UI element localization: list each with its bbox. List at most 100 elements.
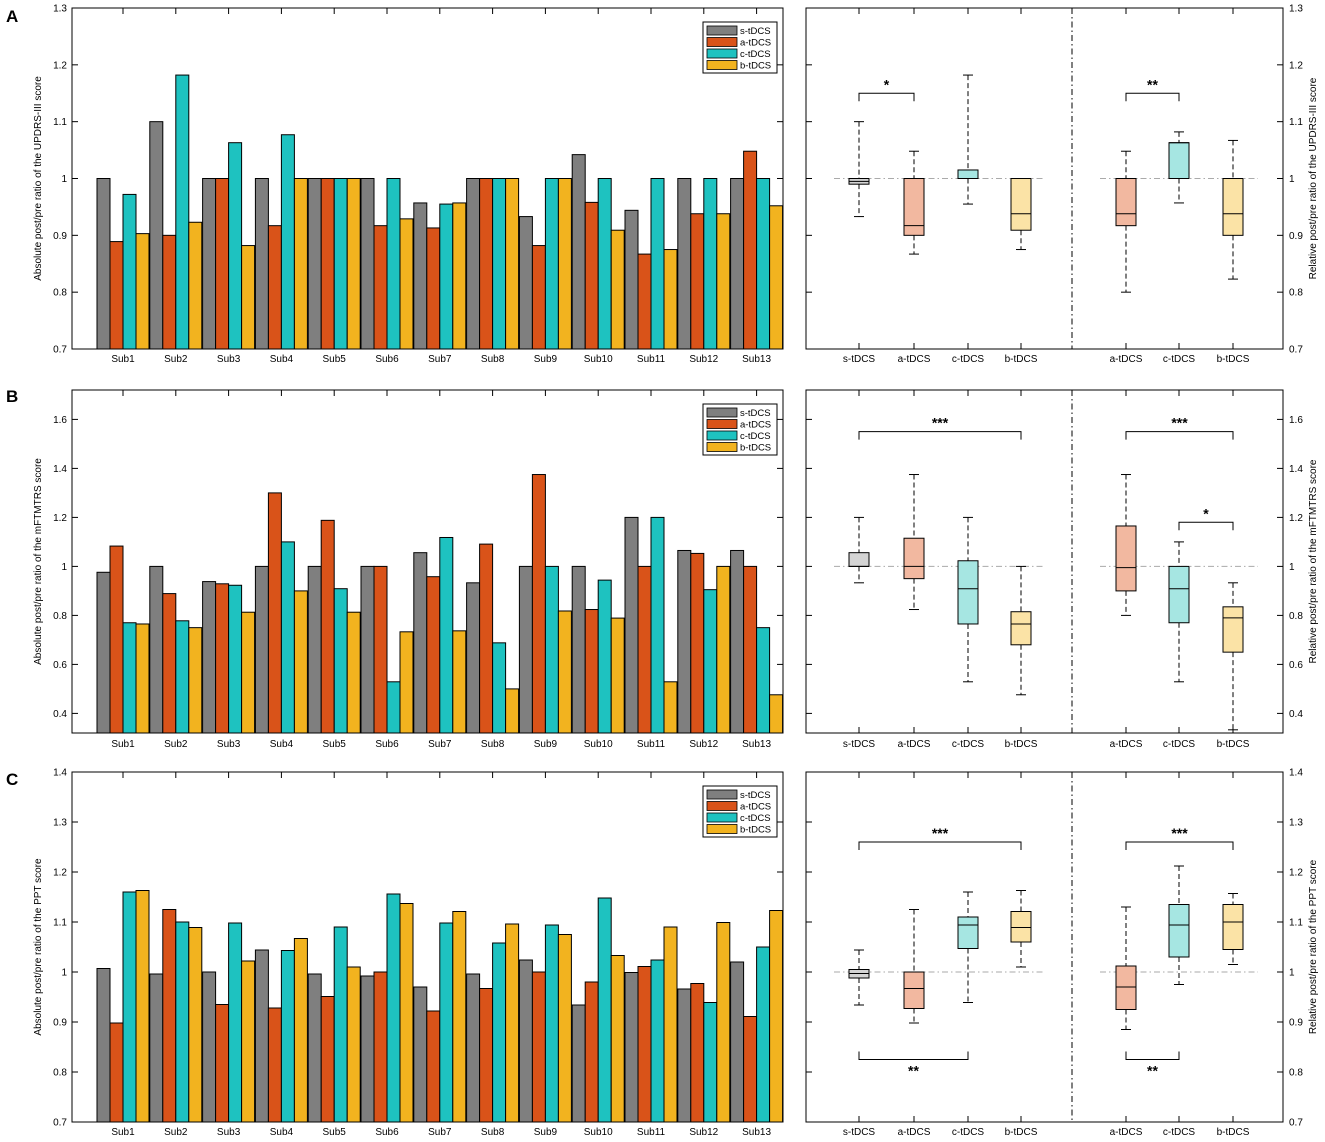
y-axis-label-left: Absolute post/pre ratio of the mFTMTRS s… xyxy=(33,458,44,665)
bar-c-tDCS xyxy=(228,142,243,350)
bar-s-tDCS xyxy=(730,178,745,350)
panel-letter-b: B xyxy=(6,387,18,406)
x-tick-label: Sub1 xyxy=(111,739,135,750)
legend-swatch xyxy=(706,430,738,441)
y-tick-label-right: 1.6 xyxy=(1289,415,1303,426)
bar-a-tDCS xyxy=(267,225,282,350)
bar-b-tDCS xyxy=(241,960,256,1123)
legend-label: b-tDCS xyxy=(740,825,771,836)
bar-s-tDCS xyxy=(624,209,639,350)
bar-c-tDCS xyxy=(175,921,190,1123)
bar-s-tDCS xyxy=(571,565,586,734)
legend-swatch xyxy=(706,824,738,834)
bar-s-tDCS xyxy=(413,202,428,350)
panel-b: 0.4 0.4 0.6 0.6 0.8 0.8 1 1 1.2 1.2 1.4 1.4 1.6 1.6 Ab… xyxy=(33,389,1319,750)
bar-c-tDCS xyxy=(280,541,295,734)
legend-label: s-tDCS xyxy=(740,26,771,37)
bar-a-tDCS xyxy=(373,971,388,1123)
bar-c-tDCS xyxy=(597,579,612,734)
significance-bracket xyxy=(858,1051,969,1060)
legend-label: b-tDCS xyxy=(740,443,771,454)
y-tick-label-right: 1 xyxy=(1289,562,1295,573)
x-tick-label: Sub6 xyxy=(375,1127,399,1138)
bar-a-tDCS xyxy=(320,178,335,350)
bar-s-tDCS xyxy=(254,949,269,1123)
bar-c-tDCS xyxy=(597,178,612,350)
bar-s-tDCS xyxy=(254,178,269,350)
bar-c-tDCS xyxy=(228,584,243,734)
bar-b-tDCS xyxy=(663,681,678,734)
y-tick-label-right: 1.4 xyxy=(1289,464,1303,475)
x-tick-label: Sub10 xyxy=(584,739,613,750)
bar-s-tDCS xyxy=(413,986,428,1123)
bar-b-tDCS xyxy=(346,966,361,1123)
y-tick-label-left: 1.4 xyxy=(53,768,67,779)
box-c-tDCS xyxy=(1168,142,1190,180)
x-tick-label: c-tDCS xyxy=(1163,739,1196,750)
box-plot-frame xyxy=(805,771,1284,1123)
bar-s-tDCS xyxy=(307,565,322,734)
significance-bracket xyxy=(1125,431,1234,440)
y-tick-label-left: 1.1 xyxy=(53,117,67,128)
bar-a-tDCS xyxy=(690,213,705,350)
bar-a-tDCS xyxy=(690,983,705,1123)
bar-b-tDCS xyxy=(452,202,467,350)
bar-c-tDCS xyxy=(386,893,401,1123)
bar-s-tDCS xyxy=(466,582,481,734)
x-tick-label: a-tDCS xyxy=(898,1127,931,1138)
bar-c-tDCS xyxy=(492,178,507,350)
bar-a-tDCS xyxy=(743,1016,758,1123)
x-tick-label: b-tDCS xyxy=(1217,739,1250,750)
box-c-tDCS xyxy=(957,916,979,949)
y-tick-label-left: 1 xyxy=(61,174,67,185)
box-a-tDCS xyxy=(903,971,925,1009)
bar-b-tDCS xyxy=(293,938,308,1123)
y-tick-label-left: 0.8 xyxy=(53,288,67,299)
legend-swatch xyxy=(706,442,738,452)
bar-c-tDCS xyxy=(280,134,295,350)
x-tick-label: Sub13 xyxy=(742,739,771,750)
significance-label: ** xyxy=(1147,76,1158,92)
bar-s-tDCS xyxy=(624,972,639,1123)
bar-b-tDCS xyxy=(716,922,731,1123)
x-tick-label: Sub13 xyxy=(742,354,771,365)
bar-a-tDCS xyxy=(690,552,705,734)
bar-s-tDCS xyxy=(677,988,692,1123)
box-c-tDCS xyxy=(1168,904,1190,958)
box-s-tDCS xyxy=(848,552,870,567)
bar-b-tDCS xyxy=(188,927,203,1123)
x-tick-label: Sub8 xyxy=(481,739,505,750)
bar-c-tDCS xyxy=(439,536,454,734)
box-a-tDCS xyxy=(903,537,925,580)
bar-s-tDCS xyxy=(571,1004,586,1123)
bar-a-tDCS xyxy=(426,576,441,734)
bar-s-tDCS xyxy=(96,178,111,350)
x-tick-label: Sub2 xyxy=(164,739,188,750)
bar-a-tDCS xyxy=(426,227,441,350)
x-tick-label: c-tDCS xyxy=(1163,1127,1196,1138)
legend-label: s-tDCS xyxy=(740,790,771,801)
bar-a-tDCS xyxy=(584,201,599,350)
bar-b-tDCS xyxy=(135,233,150,350)
x-tick-label: s-tDCS xyxy=(843,1127,876,1138)
bar-b-tDCS xyxy=(610,617,625,734)
legend-swatch xyxy=(706,419,738,429)
significance-bracket xyxy=(858,92,915,102)
bar-s-tDCS xyxy=(96,571,111,734)
bar-c-tDCS xyxy=(492,642,507,734)
legend-label: c-tDCS xyxy=(740,431,771,442)
y-tick-label-left: 1.4 xyxy=(53,464,67,475)
x-tick-label: Sub13 xyxy=(742,1127,771,1138)
box-b-tDCS xyxy=(1010,911,1032,943)
x-tick-label: Sub5 xyxy=(323,739,347,750)
legend-label: s-tDCS xyxy=(740,408,771,419)
bar-b-tDCS xyxy=(135,890,150,1123)
y-tick-label-left: 0.4 xyxy=(53,709,67,720)
bar-b-tDCS xyxy=(452,911,467,1123)
y-tick-label-right: 1.2 xyxy=(1289,60,1303,71)
bar-b-tDCS xyxy=(505,178,520,350)
bar-c-tDCS xyxy=(439,922,454,1123)
bar-s-tDCS xyxy=(254,565,269,734)
bar-a-tDCS xyxy=(426,1010,441,1123)
bar-b-tDCS xyxy=(346,178,361,350)
